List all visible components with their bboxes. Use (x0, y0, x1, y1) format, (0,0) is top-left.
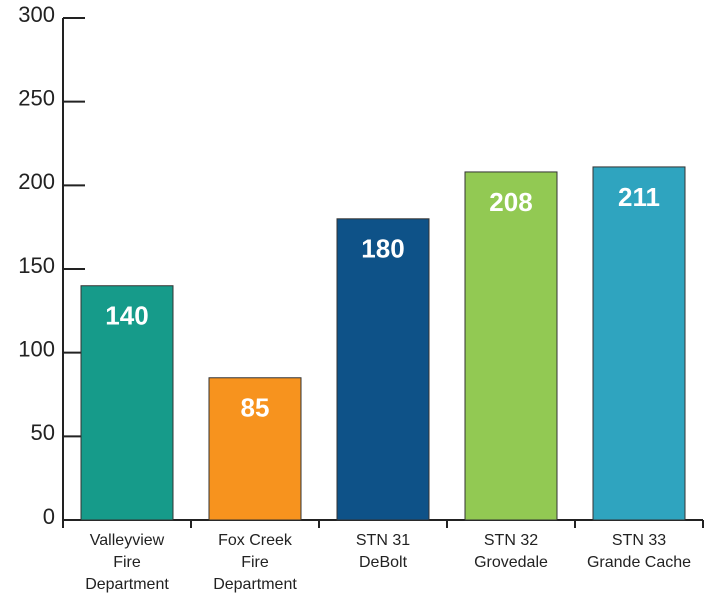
y-tick-label: 200 (18, 169, 55, 194)
value-label: 140 (105, 301, 148, 331)
value-label: 180 (361, 234, 404, 264)
bar (80, 285, 174, 521)
y-tick-label: 300 (18, 2, 55, 27)
x-tick-label: Valleyview Fire Department (85, 532, 169, 593)
x-tick-label: STN 33 Grande Cache (586, 532, 692, 571)
x-tick-label: STN 31 DeBolt (355, 532, 411, 571)
y-tick-label: 50 (31, 420, 55, 445)
y-tick-label: 150 (18, 253, 55, 278)
x-tick-label: Fox Creek Fire Department (213, 532, 297, 593)
value-label: 211 (618, 182, 660, 212)
x-tick-label: STN 32 Grovedale (474, 532, 548, 571)
bar (464, 171, 558, 521)
bar (592, 166, 686, 521)
value-label: 85 (241, 393, 270, 423)
y-tick-label: 100 (18, 336, 55, 361)
value-label: 208 (489, 187, 532, 217)
bar (336, 218, 430, 521)
y-tick-label: 0 (43, 504, 55, 529)
bar (208, 377, 302, 521)
y-tick-label: 250 (18, 85, 55, 110)
